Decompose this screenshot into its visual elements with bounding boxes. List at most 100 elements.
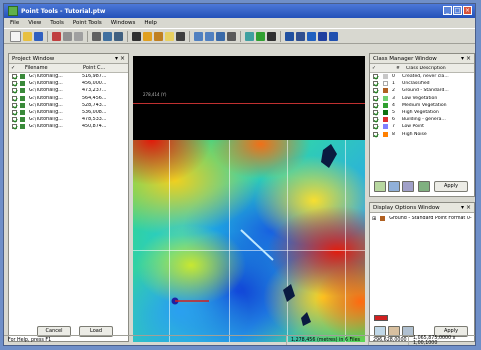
file-row[interactable]: G:\Tutorial\g... 456,000... — [9, 80, 128, 87]
file-checkbox[interactable] — [12, 88, 17, 94]
class-checkbox[interactable] — [373, 131, 378, 137]
file-checkbox[interactable] — [12, 110, 17, 116]
menu-file[interactable]: File — [10, 20, 20, 26]
pointer-icon[interactable] — [132, 31, 141, 41]
tools-icon[interactable] — [114, 31, 123, 41]
file-row[interactable]: G:\Tutorial\g... 564,456... — [9, 95, 128, 102]
filter-icon[interactable] — [103, 31, 112, 41]
display-option-item[interactable]: ⊞ Ground - Standard Point Format 0-5 — [370, 215, 474, 222]
class-color-swatch[interactable] — [383, 88, 388, 94]
zoom-out-icon[interactable] — [205, 31, 214, 41]
class-checkbox[interactable] — [373, 88, 378, 94]
minimize-button[interactable]: _ — [443, 6, 452, 15]
column-filename[interactable]: Filename — [25, 65, 48, 71]
class-color-swatch[interactable] — [383, 74, 388, 80]
display-color-icon[interactable] — [388, 326, 400, 337]
class-row[interactable]: 6 Building - genera... — [370, 116, 474, 123]
file-checkbox[interactable] — [12, 81, 17, 87]
print-icon[interactable] — [92, 31, 101, 41]
rotate-icon[interactable] — [227, 31, 236, 41]
folder-icon[interactable] — [165, 31, 174, 41]
cancel-button[interactable]: Cancel — [37, 326, 71, 337]
map-view[interactable]: 278,414 (Y) — [133, 56, 365, 342]
save-icon[interactable] — [34, 31, 43, 41]
color-picker-swatch[interactable] — [374, 315, 388, 321]
class-row[interactable]: 8 High Noise — [370, 131, 474, 138]
menu-windows[interactable]: Windows — [110, 20, 136, 26]
pan-icon[interactable] — [216, 31, 225, 41]
class-row[interactable]: 3 Low Vegetation — [370, 95, 474, 102]
file-row[interactable]: G:\Tutorial\g... 473,237... — [9, 87, 128, 94]
file-row[interactable]: G:\Tutorial\g... 516,987... — [9, 73, 128, 80]
file-checkbox[interactable] — [12, 74, 17, 80]
class-color-swatch[interactable] — [383, 95, 388, 101]
class-row[interactable]: 0 Created, never cla... — [370, 73, 474, 80]
class-checkbox[interactable] — [373, 81, 378, 87]
class-color-swatch[interactable] — [383, 102, 388, 108]
class-row[interactable]: 5 High Vegetation — [370, 109, 474, 116]
add-class-icon[interactable] — [374, 181, 386, 192]
paste-icon[interactable] — [74, 31, 83, 41]
class-color-swatch[interactable] — [383, 81, 388, 87]
load-button[interactable]: Load — [79, 326, 113, 337]
column-point-count[interactable]: Point C... — [83, 65, 106, 71]
file-row[interactable]: G:\Tutorial\g... 536,008... — [9, 109, 128, 116]
class-checkbox[interactable] — [373, 74, 378, 80]
measure-icon[interactable] — [285, 31, 294, 41]
maximize-button[interactable]: □ — [453, 6, 462, 15]
class-row[interactable]: 4 Medium Vegetation — [370, 102, 474, 109]
display-settings-icon[interactable] — [374, 326, 386, 337]
file-row[interactable]: G:\Tutorial\g... 478,533... — [9, 116, 128, 123]
file-checkbox[interactable] — [12, 124, 17, 130]
class-checkbox[interactable] — [373, 117, 378, 123]
column-class-description[interactable]: Class Description — [406, 65, 446, 71]
star-icon[interactable] — [143, 31, 152, 41]
histogram-icon[interactable] — [329, 31, 338, 41]
class-checkbox[interactable] — [373, 95, 378, 101]
file-row[interactable]: G:\Tutorial\g... 450,874... — [9, 123, 128, 130]
edit-class-icon[interactable] — [388, 181, 400, 192]
column-class-id[interactable]: # — [396, 65, 400, 71]
grid-icon[interactable] — [256, 31, 265, 41]
pin-icon[interactable]: ▾ × — [461, 55, 471, 62]
class-color-swatch[interactable] — [383, 110, 388, 116]
menu-view[interactable]: View — [28, 20, 42, 26]
close-button[interactable]: × — [463, 6, 472, 15]
pin-icon[interactable]: ▾ × — [461, 204, 471, 211]
chart-icon[interactable] — [307, 31, 316, 41]
new-file-icon[interactable] — [10, 30, 21, 42]
profile-icon[interactable] — [245, 31, 254, 41]
menu-help[interactable]: Help — [144, 20, 157, 26]
file-checkbox[interactable] — [12, 117, 17, 123]
class-color-swatch[interactable] — [383, 124, 388, 130]
class-row[interactable]: 2 Ground - Standard... — [370, 87, 474, 94]
cut-icon[interactable] — [52, 31, 61, 41]
class-checkbox[interactable] — [373, 102, 378, 108]
menu-point-tools[interactable]: Point Tools — [72, 20, 102, 26]
expand-icon[interactable]: ⊞ — [372, 215, 377, 222]
delete-class-icon[interactable] — [402, 181, 414, 192]
line-icon[interactable] — [296, 31, 305, 41]
refresh-class-icon[interactable] — [418, 181, 430, 192]
zoom-in-icon[interactable] — [194, 31, 203, 41]
class-checkbox[interactable] — [373, 124, 378, 130]
class-color-swatch[interactable] — [383, 131, 388, 137]
menu-tools[interactable]: Tools — [50, 20, 64, 26]
file-checkbox[interactable] — [12, 95, 17, 101]
class-row[interactable]: 1 Unclassified — [370, 80, 474, 87]
layer-icon[interactable] — [176, 31, 185, 41]
surface-icon[interactable] — [318, 31, 327, 41]
file-checkbox[interactable] — [12, 102, 17, 108]
pencil-icon[interactable] — [154, 31, 163, 41]
class-apply-button[interactable]: Apply — [434, 181, 468, 192]
open-folder-icon[interactable] — [23, 31, 32, 41]
elevation-raster[interactable] — [133, 140, 365, 342]
class-color-swatch[interactable] — [383, 117, 388, 123]
pin-icon[interactable]: ▾ × — [115, 55, 125, 62]
copy-icon[interactable] — [63, 31, 72, 41]
file-row[interactable]: G:\Tutorial\g... 528,743... — [9, 102, 128, 109]
display-apply-button[interactable]: Apply — [434, 326, 468, 337]
class-row[interactable]: 7 Low Point — [370, 123, 474, 130]
view-icon[interactable] — [267, 31, 276, 41]
class-checkbox[interactable] — [373, 110, 378, 116]
